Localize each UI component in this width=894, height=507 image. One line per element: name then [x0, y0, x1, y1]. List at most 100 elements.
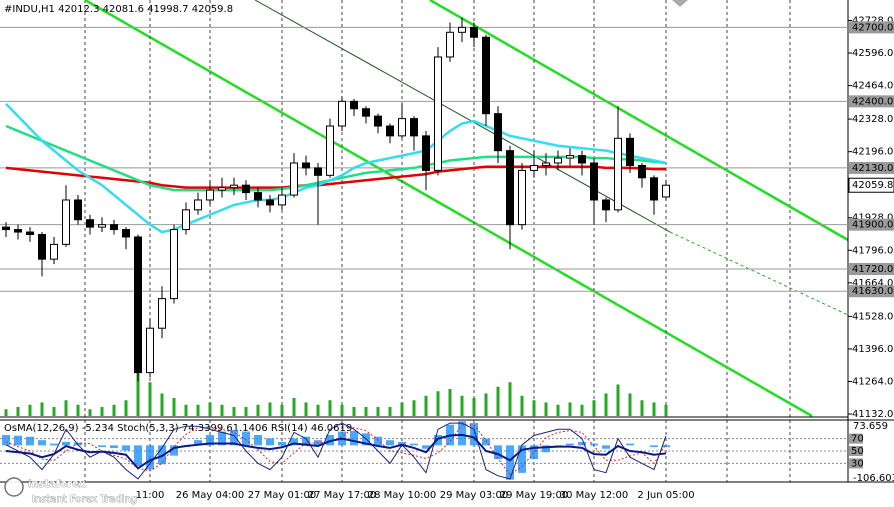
volume-bar: [220, 404, 224, 416]
osma-bar: [26, 436, 34, 446]
candle-body: [194, 199, 202, 211]
osma-bar: [278, 441, 286, 446]
candle-body: [662, 184, 670, 198]
candle-body: [362, 108, 370, 117]
osma-bar: [146, 445, 154, 470]
candle-body: [638, 164, 646, 179]
candle-body: [650, 177, 658, 201]
volume-bar: [556, 404, 560, 416]
volume-bar: [268, 402, 272, 416]
osma-bar: [530, 445, 538, 460]
osma-bar: [194, 440, 202, 446]
volume-bar: [544, 402, 548, 416]
candle-body: [134, 236, 142, 374]
x-tick-label: 29 May 03:00: [440, 490, 509, 501]
candle-body: [182, 209, 190, 231]
volume-bar: [292, 398, 296, 416]
osma-bar: [98, 445, 106, 448]
osma-bar: [398, 441, 406, 446]
volume-bar: [40, 402, 44, 416]
watermark-logo: [4, 477, 24, 497]
last-price-box: [848, 177, 894, 193]
osma-bar: [602, 445, 610, 449]
osma-bar: [578, 441, 586, 446]
osma-bar: [434, 435, 442, 446]
level-label: 41900.0: [852, 220, 893, 231]
level-label-box: [849, 161, 894, 174]
level-label-box: [849, 263, 894, 276]
level-label-box: [849, 218, 894, 231]
volume-bar: [616, 384, 620, 416]
x-tick-label: 27 May 01:00: [248, 490, 317, 501]
volume-bar: [448, 389, 452, 416]
osma-bar: [506, 445, 514, 480]
osma-bar: [566, 443, 574, 446]
volume-bar: [100, 407, 104, 416]
candle-body: [170, 229, 178, 300]
osma-bar: [122, 445, 130, 451]
candle-body: [122, 229, 130, 238]
candle-body: [74, 199, 82, 221]
y2-tick-label: 50: [851, 446, 864, 457]
volume-bar: [304, 402, 308, 416]
volume-bar: [16, 407, 20, 416]
trend-line-mid: [254, 0, 671, 233]
osma-bar: [470, 422, 478, 446]
x-tick-label: 26 May 04:00: [176, 490, 245, 501]
volume-bar: [244, 407, 248, 416]
volume-bar: [652, 402, 656, 416]
osma-bar: [302, 436, 310, 446]
volume-bar: [412, 400, 416, 416]
y-tick-label: 73.659: [853, 421, 888, 432]
y2-tick-label: 70: [851, 434, 864, 445]
candle-body: [218, 187, 226, 191]
y-tick-label: -106.603: [853, 473, 894, 484]
candle-body: [26, 231, 34, 236]
volume-bar: [388, 407, 392, 416]
volume-bar: [508, 382, 512, 416]
candle-body: [614, 137, 622, 211]
volume-bar: [340, 404, 344, 416]
osma-bar: [494, 445, 502, 460]
osma-bar: [374, 436, 382, 446]
osma-bar: [50, 443, 58, 446]
level-label: 41630.0: [852, 286, 893, 297]
candle-body: [62, 199, 70, 245]
level-label-box: [849, 21, 894, 34]
candle-body: [38, 234, 46, 260]
volume-bar: [376, 407, 380, 416]
rsi-name: RSI(14): [271, 423, 308, 434]
volume-bar: [256, 404, 260, 416]
volume-bar: [160, 393, 164, 416]
osma-bar: [2, 435, 10, 446]
candle-body: [230, 184, 238, 189]
stoch-name: Stoch(5,3,3): [117, 423, 179, 434]
close: 42059.8: [192, 4, 233, 15]
x-tick-label: 11:00: [136, 490, 165, 501]
osma-bar: [350, 430, 358, 446]
candle-body: [542, 162, 550, 166]
moving-average: [5, 165, 666, 189]
candle-body: [554, 157, 562, 164]
candle-body: [242, 184, 250, 194]
candle-body: [86, 219, 94, 228]
osma-bar: [62, 441, 70, 446]
candle-body: [410, 118, 418, 137]
volume-bar: [568, 402, 572, 416]
volume-bar: [280, 404, 284, 416]
osma-bar: [14, 435, 22, 446]
static-layer: [0, 0, 894, 483]
candle-body: [494, 113, 502, 152]
candle-body: [254, 192, 262, 201]
candle-body: [350, 100, 358, 110]
osma-bar: [170, 445, 178, 456]
candle-body: [482, 36, 490, 115]
y-tick-label: 41528.0: [852, 311, 893, 322]
candle-body: [302, 162, 310, 169]
volume-bar: [148, 382, 152, 416]
y-tick-label: 42328.0: [852, 114, 893, 125]
volume-bar: [112, 404, 116, 416]
candle-body: [530, 164, 538, 171]
candle-body: [590, 162, 598, 201]
